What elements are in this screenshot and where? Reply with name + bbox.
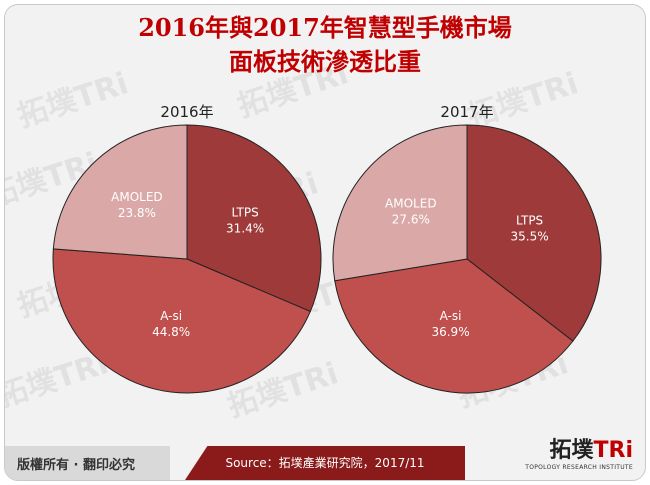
- pie-label-amoled: AMOLED: [111, 190, 163, 204]
- pie-label-ltps: LTPS: [516, 213, 543, 227]
- source-note: Source：拓墣產業研究院，2017/11: [185, 446, 465, 480]
- pie-label-amoled: AMOLED: [385, 196, 437, 210]
- page-title: 2016年與2017年智慧型手機市場 面板技術滲透比重: [5, 11, 645, 79]
- pie-label-a-si: A-si: [440, 309, 462, 323]
- footer-bar: 版權所有 · 翻印必究 Source：拓墣產業研究院，2017/11: [5, 446, 645, 480]
- pie-slice-ltps: [466, 124, 602, 342]
- pie-value-amoled: 23.8%: [118, 206, 156, 220]
- pie-value-ltps: 35.5%: [511, 229, 549, 243]
- pie-value-ltps: 31.4%: [226, 222, 264, 236]
- pie-slice-amoled: [52, 124, 188, 260]
- pie-value-a-si: 44.8%: [152, 325, 190, 339]
- pie-label-a-si: A-si: [160, 309, 182, 323]
- pie-label-ltps: LTPS: [232, 206, 259, 220]
- pie-value-amoled: 27.6%: [392, 212, 430, 226]
- slide-frame: 拓墣TRi 拓墣TRi 拓墣TRi 拓墣TRi 拓墣TRi 拓墣TRi 拓墣TR…: [4, 4, 646, 481]
- pie-slice-amoled: [332, 124, 468, 282]
- logo-tagline: TOPOLOGY RESEARCH INSTITUTE: [525, 464, 633, 471]
- tri-logo: 拓墣TRi TOPOLOGY RESEARCH INSTITUTE: [513, 438, 633, 478]
- pie-slice-ltps: [186, 124, 322, 313]
- pie-title-0: 2016年: [160, 103, 213, 121]
- pie-slice-a-si: [334, 258, 574, 394]
- copyright-text: 版權所有 · 翻印必究: [17, 458, 135, 473]
- copyright-box: 版權所有 · 翻印必究: [5, 446, 170, 480]
- logo-name-tri: TRi: [593, 438, 634, 463]
- pie-charts: 2016年 LTPS 31.4% A-si 44.8% AMOLED 23.8% 2017年 L…: [52, 103, 602, 394]
- title-line-2: 面板技術滲透比重: [229, 47, 421, 76]
- pie-slice-a-si: [52, 248, 311, 394]
- pie-title-1: 2017年: [440, 103, 493, 121]
- pie-value-a-si: 36.9%: [431, 325, 469, 339]
- logo-name-cn: 拓墣: [549, 438, 594, 463]
- title-line-1: 2016年與2017年智慧型手機市場: [138, 13, 512, 42]
